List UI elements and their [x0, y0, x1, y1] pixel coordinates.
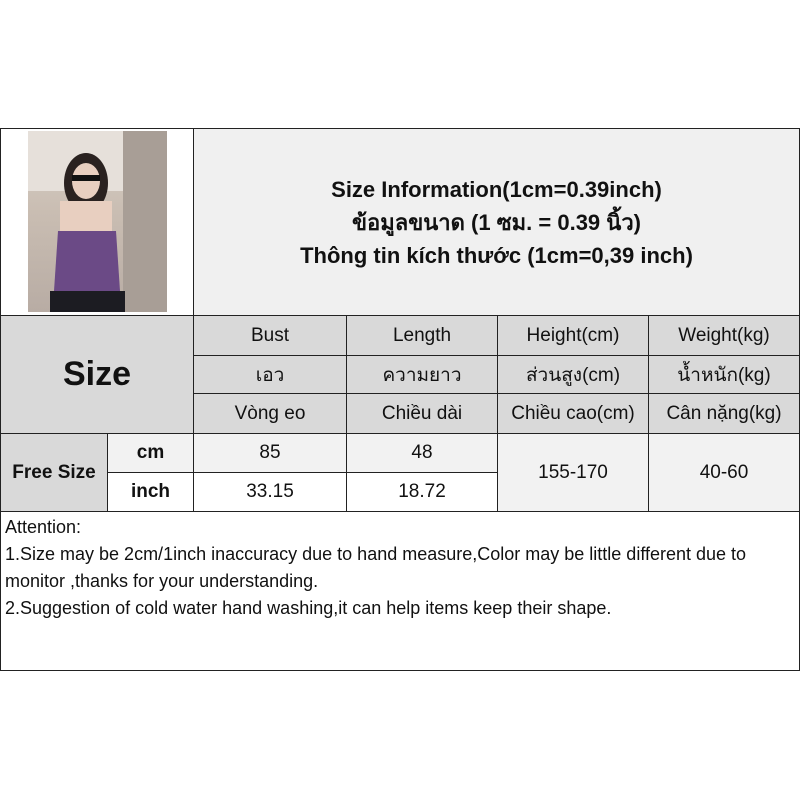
col-height-th: ส่วนสูง(cm) — [497, 355, 649, 394]
title-en: Size Information(1cm=0.39inch) — [331, 176, 662, 202]
col-length-en: Length — [346, 315, 498, 356]
attention-note-1: 1.Size may be 2cm/1inch inaccuracy due t… — [5, 544, 747, 591]
title-vi: Thông tin kích thước (1cm=0,39 inch) — [300, 242, 693, 268]
length-inch: 18.72 — [346, 472, 498, 512]
title-th: ข้อมูลขนาด (1 ซม. = 0.39 นิ้ว) — [351, 209, 641, 235]
col-height-vi: Chiều cao(cm) — [497, 393, 649, 434]
size-header: Size — [0, 315, 194, 434]
product-photo — [28, 131, 167, 312]
col-height-en: Height(cm) — [497, 315, 649, 356]
height-range: 155-170 — [497, 433, 649, 512]
attention-notes: Attention: 1.Size may be 2cm/1inch inacc… — [0, 511, 800, 671]
col-bust-en: Bust — [193, 315, 347, 356]
col-weight-vi: Cân nặng(kg) — [648, 393, 800, 434]
col-weight-en: Weight(kg) — [648, 315, 800, 356]
col-weight-th: น้ำหนัก(kg) — [648, 355, 800, 394]
length-cm: 48 — [346, 433, 498, 473]
col-length-th: ความยาว — [346, 355, 498, 394]
bust-cm: 85 — [193, 433, 347, 473]
unit-inch: inch — [107, 472, 194, 512]
bust-inch: 33.15 — [193, 472, 347, 512]
attention-heading: Attention: — [5, 517, 82, 537]
weight-range: 40-60 — [648, 433, 800, 512]
unit-cm: cm — [107, 433, 194, 473]
col-length-vi: Chiều dài — [346, 393, 498, 434]
col-bust-vi: Vòng eo — [193, 393, 347, 434]
free-size-label: Free Size — [0, 433, 108, 512]
size-info-title: Size Information(1cm=0.39inch) ข้อมูลขนา… — [193, 128, 800, 316]
col-bust-th: เอว — [193, 355, 347, 394]
attention-note-2: 2.Suggestion of cold water hand washing,… — [5, 598, 612, 618]
